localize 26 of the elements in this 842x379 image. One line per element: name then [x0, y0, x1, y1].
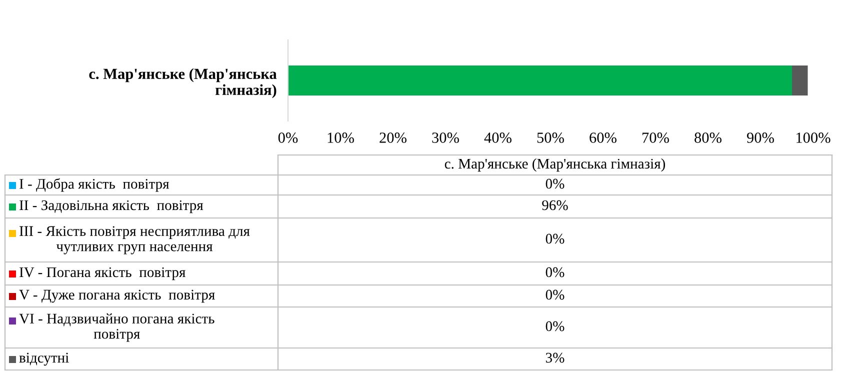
- legend-label: V - Дуже погана якість повітря: [19, 290, 215, 303]
- text: 0%: [546, 321, 564, 332]
- x-tick-label: 90%: [746, 132, 774, 143]
- x-tick-label: 60%: [590, 132, 616, 143]
- x-tick-label: 80%: [694, 132, 722, 143]
- legend-label: VI - Надзвичайно погана якість повітря: [19, 313, 214, 342]
- text: 0%: [546, 290, 564, 300]
- x-tick-label: 40%: [484, 132, 512, 143]
- text: 3%: [546, 352, 564, 363]
- category-label: с. Мар'янське (Мар'янська гімназія): [444, 158, 666, 172]
- x-tick-label: 30%: [432, 132, 459, 143]
- legend-label: I - Добра якість повітря: [20, 178, 170, 192]
- x-tick-label: 0%: [278, 132, 298, 143]
- text: 0%: [546, 178, 564, 189]
- legend-label: відсутні: [19, 352, 69, 366]
- x-tick-label: 100%: [796, 132, 830, 143]
- x-tick-label: 70%: [642, 132, 669, 143]
- legend-label: IV - Погана якість повітря: [20, 267, 186, 280]
- text: 96%: [542, 200, 568, 210]
- x-tick-label: 10%: [328, 132, 354, 143]
- x-tick-label: 50%: [537, 132, 564, 143]
- legend-label: II - Задовільна якість повітря: [20, 200, 204, 214]
- text: 0%: [546, 267, 564, 278]
- x-tick-label: 20%: [380, 132, 406, 143]
- legend-label: III - Якість повітря несприятлива для чутливих груп населення: [20, 226, 250, 254]
- text: 0%: [546, 234, 564, 244]
